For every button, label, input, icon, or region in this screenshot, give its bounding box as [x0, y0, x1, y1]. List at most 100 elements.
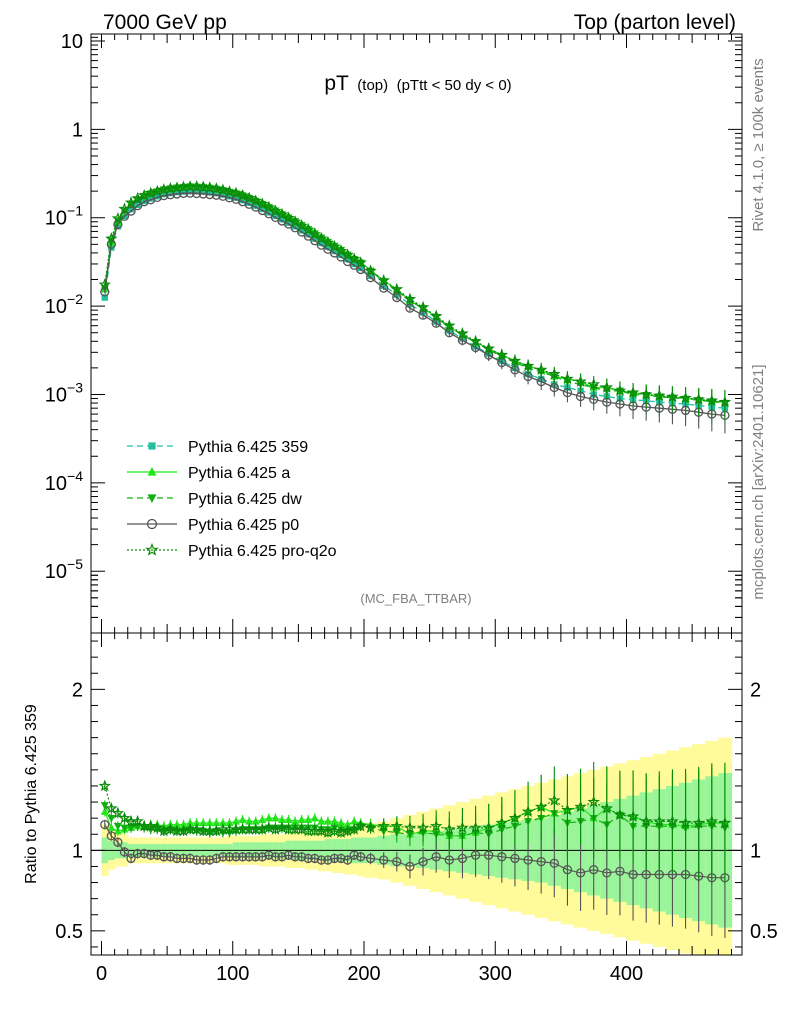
top-data-point — [334, 244, 348, 257]
ratio-data-point — [536, 856, 546, 867]
top-data-point — [245, 199, 253, 206]
ratio-data-point — [218, 852, 228, 862]
ratio-data-point — [561, 803, 574, 816]
ratio-data-point — [232, 816, 241, 825]
top-data-point — [197, 180, 210, 193]
ratio-y-tick-label: 0.5 — [55, 921, 83, 943]
ratio-data-point — [290, 852, 300, 862]
ratio-data-point — [379, 855, 389, 865]
top-y-tick-label: 10−2 — [45, 291, 83, 318]
top-data-point — [131, 191, 144, 204]
ratio-data-point — [310, 813, 319, 822]
ratio-data-point — [534, 800, 548, 813]
ratio-data-point — [297, 815, 306, 823]
legend-marker — [145, 542, 159, 556]
ratio-data-point — [317, 816, 326, 825]
rivet-label: Rivet 4.1.0, ≥ 100k events — [750, 58, 767, 231]
ratio-data-point — [364, 821, 377, 834]
ratio-data-point — [444, 855, 454, 865]
top-series-dw — [100, 183, 729, 422]
top-data-point — [256, 197, 269, 210]
top-data-point — [534, 363, 548, 376]
ratio-data-point — [403, 821, 417, 834]
ratio-data-point — [470, 850, 481, 860]
top-data-point — [100, 287, 110, 297]
top-data-point — [328, 240, 341, 253]
top-data-point — [223, 185, 236, 198]
top-series-line — [104, 190, 725, 409]
top-y-tick-label: 10−3 — [45, 379, 83, 406]
top-data-point — [192, 188, 202, 199]
analysis-label: (MC_FBA_TTBAR) — [360, 591, 471, 606]
ratio-data-point — [199, 818, 208, 827]
ratio-series-proq2o — [98, 762, 732, 884]
x-tick-label: 400 — [610, 963, 643, 985]
ratio-data-point — [205, 818, 214, 827]
top-data-point — [101, 294, 108, 301]
ratio-data-point — [323, 816, 332, 825]
top-data-point — [613, 384, 627, 397]
top-data-point — [324, 243, 332, 250]
top-data-point — [356, 264, 366, 275]
top-data-point — [269, 204, 282, 217]
tick-exponent: −4 — [67, 468, 83, 484]
top-series-group — [98, 180, 732, 434]
top-data-point — [203, 181, 216, 194]
top-data-point — [357, 264, 364, 272]
ratio-data-point — [106, 831, 116, 841]
ratio-data-point — [238, 815, 247, 823]
ratio-data-point — [291, 816, 300, 825]
top-data-point — [98, 278, 111, 290]
top-data-point — [575, 391, 586, 402]
ratio-data-point — [457, 853, 468, 864]
ratio-data-point — [172, 853, 182, 864]
legend-label: Pythia 6.425 dw — [188, 491, 302, 508]
ratio-data-point — [271, 813, 280, 822]
ratio-data-point — [456, 821, 469, 834]
ratio-data-point — [225, 818, 234, 827]
legend-entry-dw: Pythia 6.425 dw — [127, 491, 302, 508]
legend-marker — [147, 494, 157, 503]
ratio-data-point — [126, 853, 136, 864]
top-data-point — [639, 387, 653, 400]
ratio-data-point — [100, 802, 109, 810]
ratio-data-point — [231, 852, 241, 862]
ratio-data-point — [349, 850, 359, 860]
top-data-point — [403, 292, 417, 305]
ratio-data-point — [237, 852, 248, 862]
ratio-data-point — [144, 819, 157, 832]
top-data-point — [548, 367, 561, 380]
top-y-tick-label: 1 — [72, 119, 83, 141]
ratio-data-point — [482, 821, 495, 834]
top-y-tick-label: 10 — [61, 31, 83, 53]
top-data-point — [354, 256, 367, 269]
x-tick-label: 100 — [216, 963, 249, 985]
ratio-data-point — [270, 852, 281, 862]
ratio-data-point — [510, 853, 520, 864]
top-data-point — [210, 182, 223, 195]
top-data-point — [259, 205, 266, 213]
top-data-point — [249, 194, 262, 207]
ratio-data-point — [251, 852, 261, 862]
ratio-data-point — [277, 852, 287, 862]
tick-base: 10 — [45, 384, 67, 406]
ratio-data-point — [132, 848, 143, 859]
ratio-data-point — [107, 823, 116, 832]
ratio-data-point — [626, 809, 640, 822]
legend-entry-p359: Pythia 6.425 359 — [127, 439, 308, 456]
ratio-data-point — [343, 820, 352, 828]
top-data-point — [626, 386, 640, 398]
legend: Pythia 6.425 359 Pythia 6.425 a Pythia 6.4… — [127, 439, 337, 560]
plot-title-sub2: (pTtt < 50 dy < 0) — [397, 77, 512, 94]
top-data-point — [679, 391, 692, 404]
ratio-data-point — [497, 852, 507, 862]
top-data-point — [315, 232, 328, 244]
top-data-point — [282, 211, 295, 224]
ratio-data-point — [575, 868, 586, 878]
ratio-data-point — [443, 822, 456, 835]
top-data-point — [262, 200, 276, 213]
ratio-data-point — [127, 824, 136, 833]
ratio-data-point — [264, 813, 273, 822]
ratio-data-point — [315, 824, 328, 837]
